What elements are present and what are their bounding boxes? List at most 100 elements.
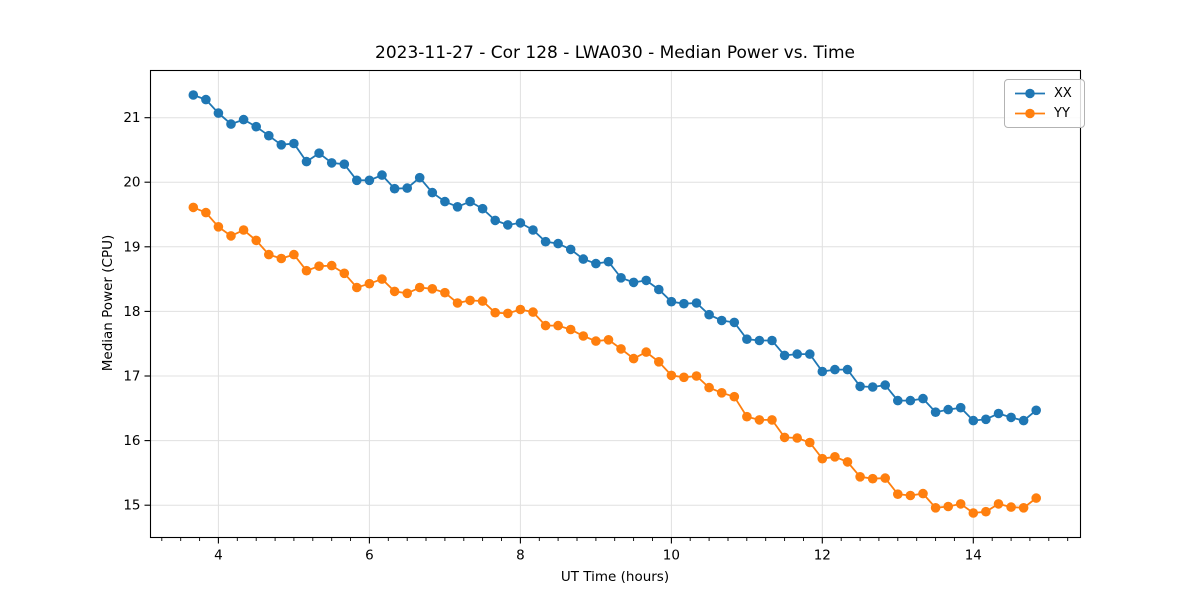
series-xx-point bbox=[603, 256, 614, 267]
series-xx-point bbox=[742, 334, 752, 345]
series-xx-point bbox=[867, 382, 878, 392]
series-yy-point bbox=[326, 260, 337, 271]
x-tick-label: 10 bbox=[663, 548, 680, 564]
series-xx-point bbox=[515, 218, 526, 228]
series-yy-point bbox=[540, 320, 551, 331]
series-yy-point bbox=[477, 296, 488, 306]
series-yy-point bbox=[893, 489, 903, 500]
series-xx-point bbox=[729, 317, 740, 328]
series-yy-point bbox=[1006, 502, 1016, 512]
series-yy-point bbox=[553, 320, 563, 331]
series-xx-point bbox=[754, 335, 765, 346]
legend-line-sample bbox=[1015, 88, 1045, 99]
legend-item-xx: XX bbox=[1014, 86, 1072, 101]
series-yy-point bbox=[440, 287, 450, 298]
y-tick-label: 21 bbox=[123, 110, 140, 126]
x-tick-label: 14 bbox=[965, 548, 982, 564]
series-xx-point bbox=[666, 296, 677, 307]
series-yy-point bbox=[515, 304, 526, 315]
series-yy-point bbox=[490, 307, 501, 318]
series-xx-point bbox=[981, 414, 991, 425]
series-yy-point bbox=[289, 249, 299, 260]
y-tick-label: 15 bbox=[123, 498, 140, 514]
y-axis-label: Median Power (CPU) bbox=[100, 234, 116, 372]
series-xx-point bbox=[477, 203, 488, 214]
y-tick-label: 16 bbox=[123, 433, 140, 449]
series-xx-point bbox=[213, 108, 224, 118]
series-xx-point bbox=[452, 202, 463, 212]
series-xx-point bbox=[918, 393, 928, 404]
series-yy-point bbox=[867, 473, 878, 484]
series-yy-point bbox=[779, 432, 790, 443]
series-yy-point bbox=[603, 335, 614, 345]
series-xx-point bbox=[565, 244, 576, 255]
series-xx-point bbox=[767, 335, 777, 346]
series-xx-point bbox=[968, 415, 979, 426]
series-xx-point bbox=[616, 273, 626, 283]
series-xx-point bbox=[201, 94, 211, 105]
series-yy-point bbox=[918, 488, 928, 499]
series-xx-point bbox=[226, 119, 236, 129]
series-xx-point bbox=[654, 284, 664, 295]
series-yy-point bbox=[691, 371, 702, 381]
x-tick-label: 8 bbox=[516, 548, 525, 564]
series-yy-point bbox=[226, 231, 236, 241]
series-yy-point bbox=[276, 253, 287, 264]
series-xx-point bbox=[339, 159, 350, 169]
series-xx-point bbox=[301, 156, 312, 167]
series-yy-point bbox=[679, 372, 689, 383]
series-yy-point bbox=[238, 225, 249, 235]
legend-line-sample bbox=[1015, 108, 1045, 119]
series-yy-point bbox=[792, 433, 802, 443]
series-xx-point bbox=[490, 215, 501, 226]
series-xx-point bbox=[691, 298, 702, 308]
series-xx-point bbox=[553, 238, 563, 249]
chart-title: 2023-11-27 - Cor 128 - LWA030 - Median P… bbox=[375, 43, 855, 63]
series-yy-point bbox=[314, 261, 324, 272]
series-yy-point bbox=[427, 284, 438, 294]
series-yy-point bbox=[591, 336, 601, 346]
series-xx-point bbox=[955, 402, 966, 413]
x-tick-label: 6 bbox=[365, 548, 374, 564]
x-tick-label: 12 bbox=[814, 548, 831, 564]
series-yy-point bbox=[213, 222, 224, 232]
series-xx-point bbox=[314, 148, 324, 158]
series-xx-point bbox=[704, 309, 714, 320]
series-xx-point bbox=[440, 196, 450, 207]
series-yy-point bbox=[264, 249, 274, 260]
series-yy-point bbox=[503, 308, 513, 319]
series-yy-point bbox=[1031, 493, 1041, 503]
series-yy-point bbox=[578, 331, 589, 341]
series-yy-point bbox=[930, 503, 941, 513]
series-yy-point bbox=[981, 506, 991, 517]
series-xx-point bbox=[427, 187, 438, 198]
series-xx-point bbox=[842, 364, 853, 375]
series-xx-point bbox=[641, 275, 651, 286]
legend-label: XX bbox=[1054, 86, 1072, 101]
series-xx-point bbox=[238, 114, 249, 125]
series-yy-point bbox=[339, 268, 350, 279]
series-yy-point bbox=[452, 298, 463, 308]
series-xx-point bbox=[465, 196, 475, 207]
series-xx-point bbox=[540, 236, 551, 247]
series-xx-point bbox=[855, 381, 865, 392]
series-yy-point bbox=[616, 344, 626, 354]
x-axis-label: UT Time (hours) bbox=[560, 569, 670, 585]
series-yy-point bbox=[880, 473, 890, 483]
series-xx-point bbox=[364, 175, 375, 186]
series-yy-point bbox=[364, 278, 375, 289]
series-yy-point bbox=[188, 202, 199, 213]
series-xx-point bbox=[679, 298, 689, 309]
series-xx-point bbox=[528, 225, 538, 235]
y-tick-label: 17 bbox=[123, 369, 140, 385]
series-xx-point bbox=[1031, 405, 1041, 416]
series-yy-point bbox=[251, 235, 261, 246]
legend-item-yy: YY bbox=[1014, 106, 1072, 121]
series-yy-point bbox=[842, 457, 853, 467]
series-xx-point bbox=[880, 380, 890, 390]
series-yy-point bbox=[301, 265, 312, 276]
series-xx-point bbox=[805, 349, 815, 359]
series-yy-point bbox=[641, 347, 651, 357]
